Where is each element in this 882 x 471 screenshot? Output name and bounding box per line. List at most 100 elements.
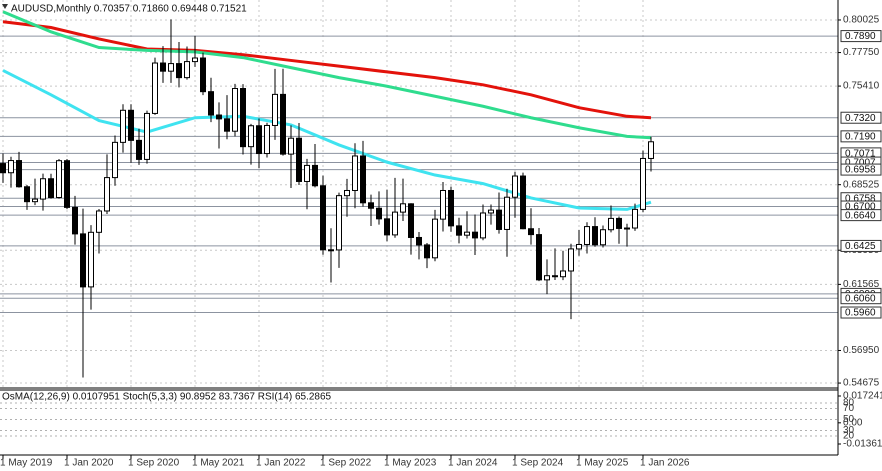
candle-body	[208, 91, 214, 116]
candle-body	[624, 227, 630, 230]
candle-body	[592, 226, 598, 246]
candle-body	[392, 211, 398, 236]
x-tick-label: 1 May 2023	[384, 458, 437, 469]
candle-body	[40, 178, 46, 200]
candle-body	[464, 231, 470, 236]
y2-tick-label: 20	[843, 431, 855, 442]
candle-body	[416, 236, 422, 246]
candle-body	[288, 137, 294, 155]
level-label: 0.6640	[845, 210, 876, 221]
candle-body	[568, 248, 574, 272]
candle-body	[584, 226, 590, 245]
y-tick-label: -0.013615	[843, 439, 882, 450]
moving-average	[2, 10, 652, 140]
candle-body	[160, 62, 166, 72]
candle-body	[224, 118, 230, 132]
candle-body	[264, 124, 270, 155]
level-label: 0.6958	[845, 165, 876, 176]
candle-body	[96, 210, 102, 233]
candle-body	[200, 57, 206, 93]
y-tick-label: 0.77750	[843, 47, 880, 58]
candle-body	[112, 141, 118, 179]
x-tick-label: 1 May 2021	[192, 458, 245, 469]
level-label-box	[840, 163, 882, 176]
level-label-box	[840, 130, 882, 143]
level-label: 0.6425	[845, 241, 876, 252]
price-plot	[0, 0, 838, 388]
y-tick-label: 0.54675	[843, 378, 880, 389]
y-tick-label: 0.68525	[843, 179, 880, 190]
y-tick-label: 0.00	[843, 417, 863, 428]
candle-body	[344, 189, 350, 197]
candle-body	[120, 109, 126, 143]
y2-tick-label: 80	[843, 398, 855, 409]
candle-body	[320, 185, 326, 251]
candle-body	[280, 93, 286, 155]
candle-body	[0, 163, 6, 174]
level-label-box	[840, 239, 882, 252]
x-tick-label: 1 Jan 2020	[64, 458, 114, 469]
candle-body	[8, 160, 14, 174]
candle-body	[272, 93, 278, 126]
candle-body	[24, 186, 30, 203]
candle-body	[640, 157, 646, 210]
x-tick-label: 1 May 2019	[0, 458, 53, 469]
candle-body	[472, 231, 478, 239]
chart-title: AUDUSD,Monthly 0.70357 0.71860 0.69448 0…	[11, 4, 247, 15]
y2-tick-label: 30	[843, 425, 855, 436]
level-label: 0.7190	[845, 131, 876, 142]
candle-body	[424, 244, 430, 259]
level-label: 0.6700	[845, 202, 876, 213]
indicator-title: OsMA(12,26,9) 0.0107951 Stoch(5,3,3) 90.…	[2, 392, 332, 403]
candle-body	[296, 137, 302, 182]
level-label-box	[840, 292, 882, 305]
candle-body	[504, 196, 510, 230]
candle-body	[16, 160, 22, 188]
y-tick-label: 0.61565	[843, 279, 880, 290]
candle-body	[152, 62, 158, 114]
candle-body	[536, 234, 542, 281]
level-label: 0.7071	[845, 149, 876, 160]
candle-body	[352, 155, 358, 191]
candle-body	[648, 141, 654, 159]
candle-body	[520, 175, 526, 230]
level-label-box	[840, 306, 882, 319]
y-tick-label: 0.017241	[843, 391, 882, 402]
candle-body	[32, 198, 38, 203]
candle-body	[144, 112, 150, 160]
level-label: 0.7007	[845, 158, 876, 169]
level-label: 0.7320	[845, 113, 876, 124]
candle-body	[432, 218, 438, 259]
candle-body	[80, 233, 86, 288]
candle-body	[488, 209, 494, 214]
level-label: 0.5960	[845, 308, 876, 319]
candle-body	[456, 225, 462, 236]
x-tick-label: 1 Sep 2020	[128, 458, 180, 469]
candle-body	[232, 88, 238, 132]
candle-body	[72, 206, 78, 235]
level-label: 0.7890	[845, 31, 876, 42]
candle-body	[496, 209, 502, 230]
candle-body	[576, 243, 582, 250]
candle-body	[312, 164, 318, 187]
candle-body	[328, 249, 334, 252]
candle-body	[136, 139, 142, 160]
candle-body	[168, 63, 174, 72]
candle-body	[256, 125, 262, 155]
candle-body	[448, 189, 454, 227]
level-label: 0.6758	[845, 193, 876, 204]
candle-body	[632, 208, 638, 229]
candle-body	[192, 57, 198, 63]
candle-body	[128, 109, 134, 141]
candle-body	[56, 160, 62, 199]
candle-body	[408, 203, 414, 238]
candle-body	[368, 202, 374, 209]
candle-body	[528, 228, 534, 236]
y2-tick-label: 70	[843, 403, 855, 414]
candle-body	[440, 189, 446, 220]
candle-body	[360, 155, 366, 204]
candle-body	[512, 175, 518, 198]
x-tick-label: 1 Sep 2022	[320, 458, 372, 469]
